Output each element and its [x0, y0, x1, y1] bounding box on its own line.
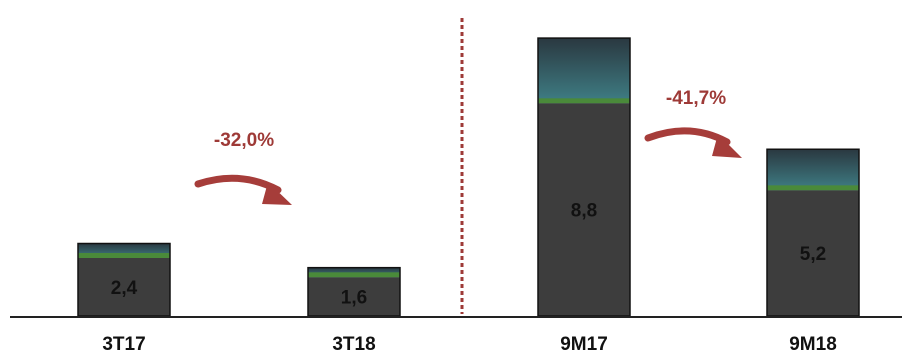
category-labels: 3T17 3T18 9M17 9M18 [102, 334, 836, 355]
category-label: 3T18 [332, 334, 375, 355]
bar-top-segment [538, 38, 630, 104]
category-label: 9M17 [560, 334, 608, 355]
curved-arrow-icon [644, 127, 731, 146]
bar-9M17 [538, 103, 630, 316]
data-label: 1,6 [341, 288, 367, 309]
change-label-3t: -32,0% [214, 130, 274, 151]
bar-9M18 [767, 190, 859, 316]
bar-band-segment [767, 185, 859, 191]
change-annotations: -32,0% -41,7% [194, 88, 742, 205]
bar-top-segment [767, 149, 859, 191]
arrow-head-icon [712, 134, 742, 158]
curved-arrow-icon [194, 174, 282, 194]
data-label: 2,4 [111, 278, 138, 299]
bar-band-segment [538, 98, 630, 104]
data-label: 5,2 [800, 244, 826, 265]
category-label: 9M18 [789, 334, 837, 355]
change-label-9m: -41,7% [666, 88, 726, 109]
category-label: 3T17 [102, 334, 145, 355]
data-label: 8,8 [571, 201, 597, 222]
bar-band-segment [308, 272, 400, 278]
arrow-head-icon [262, 182, 292, 205]
bar-3T17 [78, 258, 170, 316]
bar-band-segment [78, 253, 170, 258]
bars-group: 2,4 1,6 8,8 5,2 [77, 37, 860, 317]
bar-3T18 [308, 277, 400, 316]
